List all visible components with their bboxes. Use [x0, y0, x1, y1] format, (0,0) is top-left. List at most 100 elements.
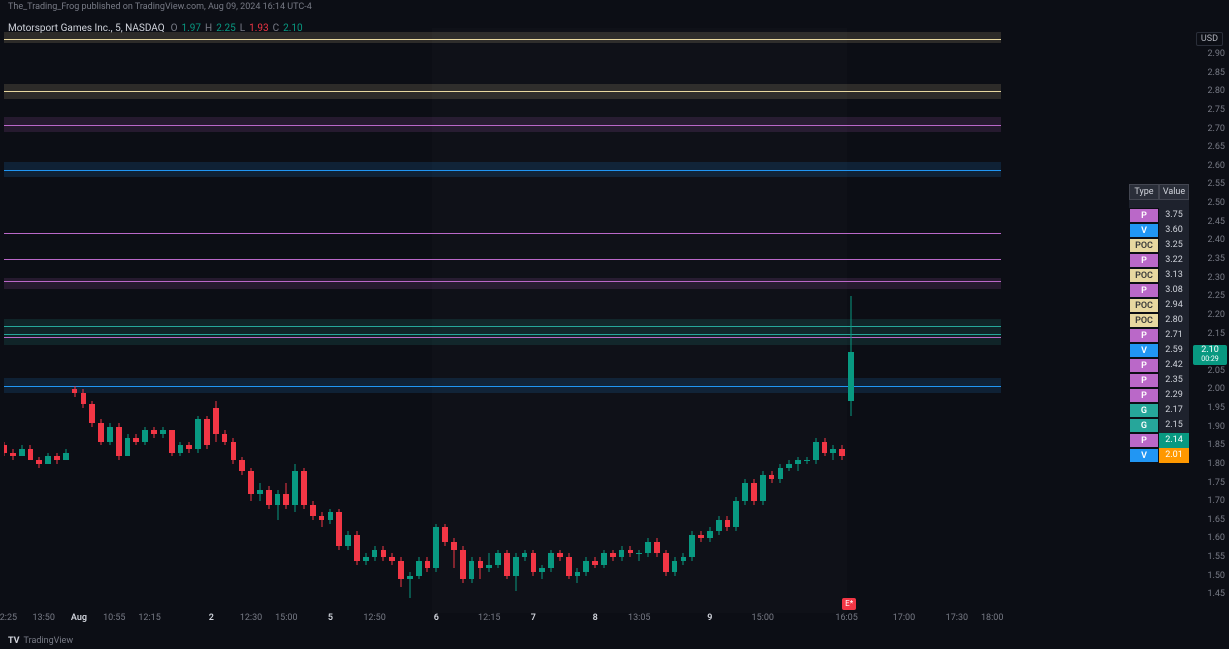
candle[interactable] — [398, 557, 404, 587]
candle[interactable] — [204, 416, 210, 450]
candle[interactable] — [345, 531, 351, 550]
price-level-line[interactable] — [4, 233, 1001, 234]
candle[interactable] — [107, 423, 113, 445]
price-level-line[interactable] — [4, 259, 1001, 260]
candle[interactable] — [72, 386, 78, 397]
candle[interactable] — [460, 546, 466, 583]
candle[interactable] — [839, 445, 845, 460]
candle[interactable] — [381, 546, 387, 561]
candle[interactable] — [725, 516, 731, 531]
candle[interactable] — [557, 550, 563, 561]
candle[interactable] — [531, 550, 537, 576]
candle[interactable] — [10, 449, 16, 460]
candle[interactable] — [654, 538, 660, 557]
candle[interactable] — [522, 550, 528, 561]
price-level-line[interactable] — [4, 125, 1001, 126]
candle[interactable] — [319, 512, 325, 527]
candle[interactable] — [425, 557, 431, 572]
candle[interactable] — [142, 427, 148, 446]
price-level-line[interactable] — [4, 91, 1001, 92]
candle[interactable] — [195, 416, 201, 453]
candle[interactable] — [81, 389, 87, 408]
candle[interactable] — [469, 557, 475, 583]
candle[interactable] — [248, 468, 254, 502]
candle[interactable] — [601, 550, 607, 569]
candle[interactable] — [733, 497, 739, 531]
candle[interactable] — [442, 524, 448, 546]
candle[interactable] — [636, 550, 642, 561]
candle[interactable] — [495, 550, 501, 569]
candle[interactable] — [628, 546, 634, 557]
candle[interactable] — [178, 442, 184, 457]
earnings-marker[interactable]: E* — [842, 598, 856, 610]
candle[interactable] — [786, 460, 792, 471]
x-axis[interactable]: 2:2513:50Aug10:5512:15212:3015:00512:506… — [4, 613, 1191, 629]
candle[interactable] — [407, 572, 413, 598]
candle[interactable] — [213, 401, 219, 442]
candle[interactable] — [45, 453, 51, 464]
candle[interactable] — [275, 490, 281, 520]
candle[interactable] — [433, 524, 439, 572]
candle[interactable] — [116, 423, 122, 460]
candle[interactable] — [663, 550, 669, 576]
candle[interactable] — [416, 557, 422, 579]
candle[interactable] — [672, 557, 678, 576]
candle[interactable] — [822, 438, 828, 457]
tradingview-logo[interactable]: TV — [8, 636, 20, 646]
y-axis[interactable]: USD 2.902.852.802.752.702.652.602.552.50… — [1191, 28, 1229, 613]
candle[interactable] — [769, 471, 775, 482]
candle[interactable] — [133, 434, 139, 445]
candle[interactable] — [751, 479, 757, 505]
candle[interactable] — [239, 457, 245, 476]
candle[interactable] — [451, 538, 457, 568]
candle[interactable] — [28, 445, 34, 460]
candle[interactable] — [354, 531, 360, 565]
candle[interactable] — [257, 483, 263, 502]
candle[interactable] — [592, 557, 598, 568]
symbol-name[interactable]: Motorsport Games Inc., 5, NASDAQ — [8, 23, 165, 34]
candle[interactable] — [292, 464, 298, 512]
candle[interactable] — [716, 516, 722, 535]
candle[interactable] — [301, 468, 307, 509]
candle[interactable] — [372, 546, 378, 561]
candle[interactable] — [619, 546, 625, 561]
candle[interactable] — [4, 442, 7, 457]
candle[interactable] — [681, 553, 687, 564]
candle[interactable] — [36, 457, 42, 468]
candle[interactable] — [478, 557, 484, 579]
candle[interactable] — [760, 471, 766, 505]
price-level-line[interactable] — [4, 281, 1001, 282]
candle[interactable] — [19, 445, 25, 456]
candle[interactable] — [645, 538, 651, 557]
candle[interactable] — [89, 401, 95, 427]
candle[interactable] — [486, 553, 492, 572]
candle[interactable] — [98, 419, 104, 445]
candle[interactable] — [125, 434, 131, 456]
candle[interactable] — [742, 479, 748, 505]
candle[interactable] — [336, 509, 342, 550]
candle[interactable] — [813, 438, 819, 464]
candle[interactable] — [160, 427, 166, 438]
candle[interactable] — [389, 553, 395, 564]
candle[interactable] — [795, 457, 801, 472]
candle[interactable] — [186, 442, 192, 453]
candle[interactable] — [169, 430, 175, 456]
candle[interactable] — [539, 565, 545, 580]
candle[interactable] — [266, 486, 272, 508]
candle[interactable] — [328, 509, 334, 524]
candle[interactable] — [63, 449, 69, 460]
candle[interactable] — [804, 457, 810, 464]
tradingview-label[interactable]: TradingView — [24, 636, 74, 646]
candle[interactable] — [310, 501, 316, 520]
chart-area[interactable]: 2.94 (240)2.80 (240)2.71 (240) | V2.59 (… — [4, 28, 1001, 613]
candle[interactable] — [689, 531, 695, 561]
candle[interactable] — [222, 430, 228, 445]
candle[interactable] — [707, 527, 713, 542]
candle[interactable] — [548, 550, 554, 572]
candle[interactable] — [151, 427, 157, 438]
candle[interactable] — [513, 553, 519, 590]
candle[interactable] — [698, 531, 704, 542]
price-level-line[interactable] — [4, 170, 1001, 171]
candle[interactable] — [283, 483, 289, 509]
candle[interactable] — [778, 464, 784, 483]
